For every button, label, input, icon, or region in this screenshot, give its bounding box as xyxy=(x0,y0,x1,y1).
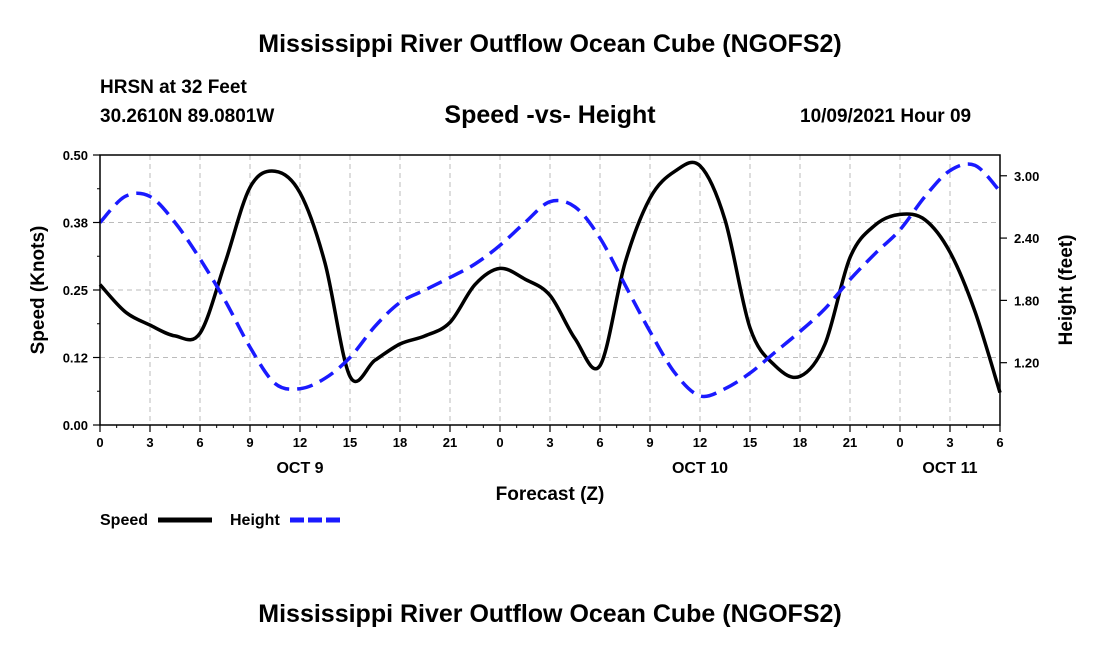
x-tick-label: 0 xyxy=(96,435,103,450)
forecast-timestamp: 10/09/2021 Hour 09 xyxy=(800,106,972,127)
x-tick-label: 15 xyxy=(743,435,757,450)
grid-lines xyxy=(100,155,1000,425)
y-left-tick-label: 0.12 xyxy=(63,351,88,366)
legend-label-speed: Speed xyxy=(100,512,148,529)
y-left-tick-label: 0.38 xyxy=(63,216,88,231)
footer-title: Mississippi River Outflow Ocean Cube (NG… xyxy=(258,600,842,628)
x-tick-label: 3 xyxy=(546,435,553,450)
y-right-tick-label: 2.40 xyxy=(1014,231,1039,246)
station-coordinates: 30.2610N 89.0801W xyxy=(100,106,275,127)
y-right-tick-label: 3.00 xyxy=(1014,169,1039,184)
x-axis-label: Forecast (Z) xyxy=(496,484,605,505)
y-left-tick-label: 0.25 xyxy=(63,283,88,298)
day-label: OCT 9 xyxy=(276,460,323,477)
legend-label-height: Height xyxy=(230,512,280,529)
series-lines xyxy=(98,160,1002,399)
series-line-height xyxy=(98,162,1002,399)
x-tick-label: 6 xyxy=(996,435,1003,450)
x-tick-label: 3 xyxy=(146,435,153,450)
x-tick-label: 21 xyxy=(443,435,457,450)
station-label: HRSN at 32 Feet xyxy=(100,77,247,98)
x-tick-label: 21 xyxy=(843,435,857,450)
series-line-speed xyxy=(98,160,1002,394)
y-axis-left-label: Speed (Knots) xyxy=(28,226,49,355)
x-tick-label: 6 xyxy=(196,435,203,450)
day-label: OCT 11 xyxy=(922,460,977,477)
y-left-tick-label: 0.50 xyxy=(63,148,88,163)
y-right-tick-label: 1.80 xyxy=(1014,293,1039,308)
x-tick-label: 12 xyxy=(293,435,307,450)
legend: Speed Height xyxy=(100,512,342,529)
x-tick-label: 18 xyxy=(393,435,407,450)
x-tick-label: 12 xyxy=(693,435,707,450)
x-tick-label: 9 xyxy=(646,435,653,450)
x-tick-label: 9 xyxy=(246,435,253,450)
axes: 0 3 6 9 12 15 18 21 0 3 6 9 12 15 18 21 0 3 6 0.00 0.12 0.25 0… xyxy=(63,148,1040,477)
y-left-tick-label: 0.00 xyxy=(63,418,88,433)
x-tick-label: 6 xyxy=(596,435,603,450)
y-right-tick-label: 1.20 xyxy=(1014,356,1039,371)
x-tick-label: 15 xyxy=(343,435,357,450)
page-title: Mississippi River Outflow Ocean Cube (NG… xyxy=(258,30,842,58)
x-tick-label: 18 xyxy=(793,435,807,450)
day-label: OCT 10 xyxy=(672,460,728,477)
chart-subtitle: Speed -vs- Height xyxy=(444,101,656,129)
x-tick-label: 0 xyxy=(896,435,903,450)
x-tick-label: 0 xyxy=(496,435,503,450)
x-tick-label: 3 xyxy=(946,435,953,450)
y-axis-right-label: Height (feet) xyxy=(1056,235,1077,346)
